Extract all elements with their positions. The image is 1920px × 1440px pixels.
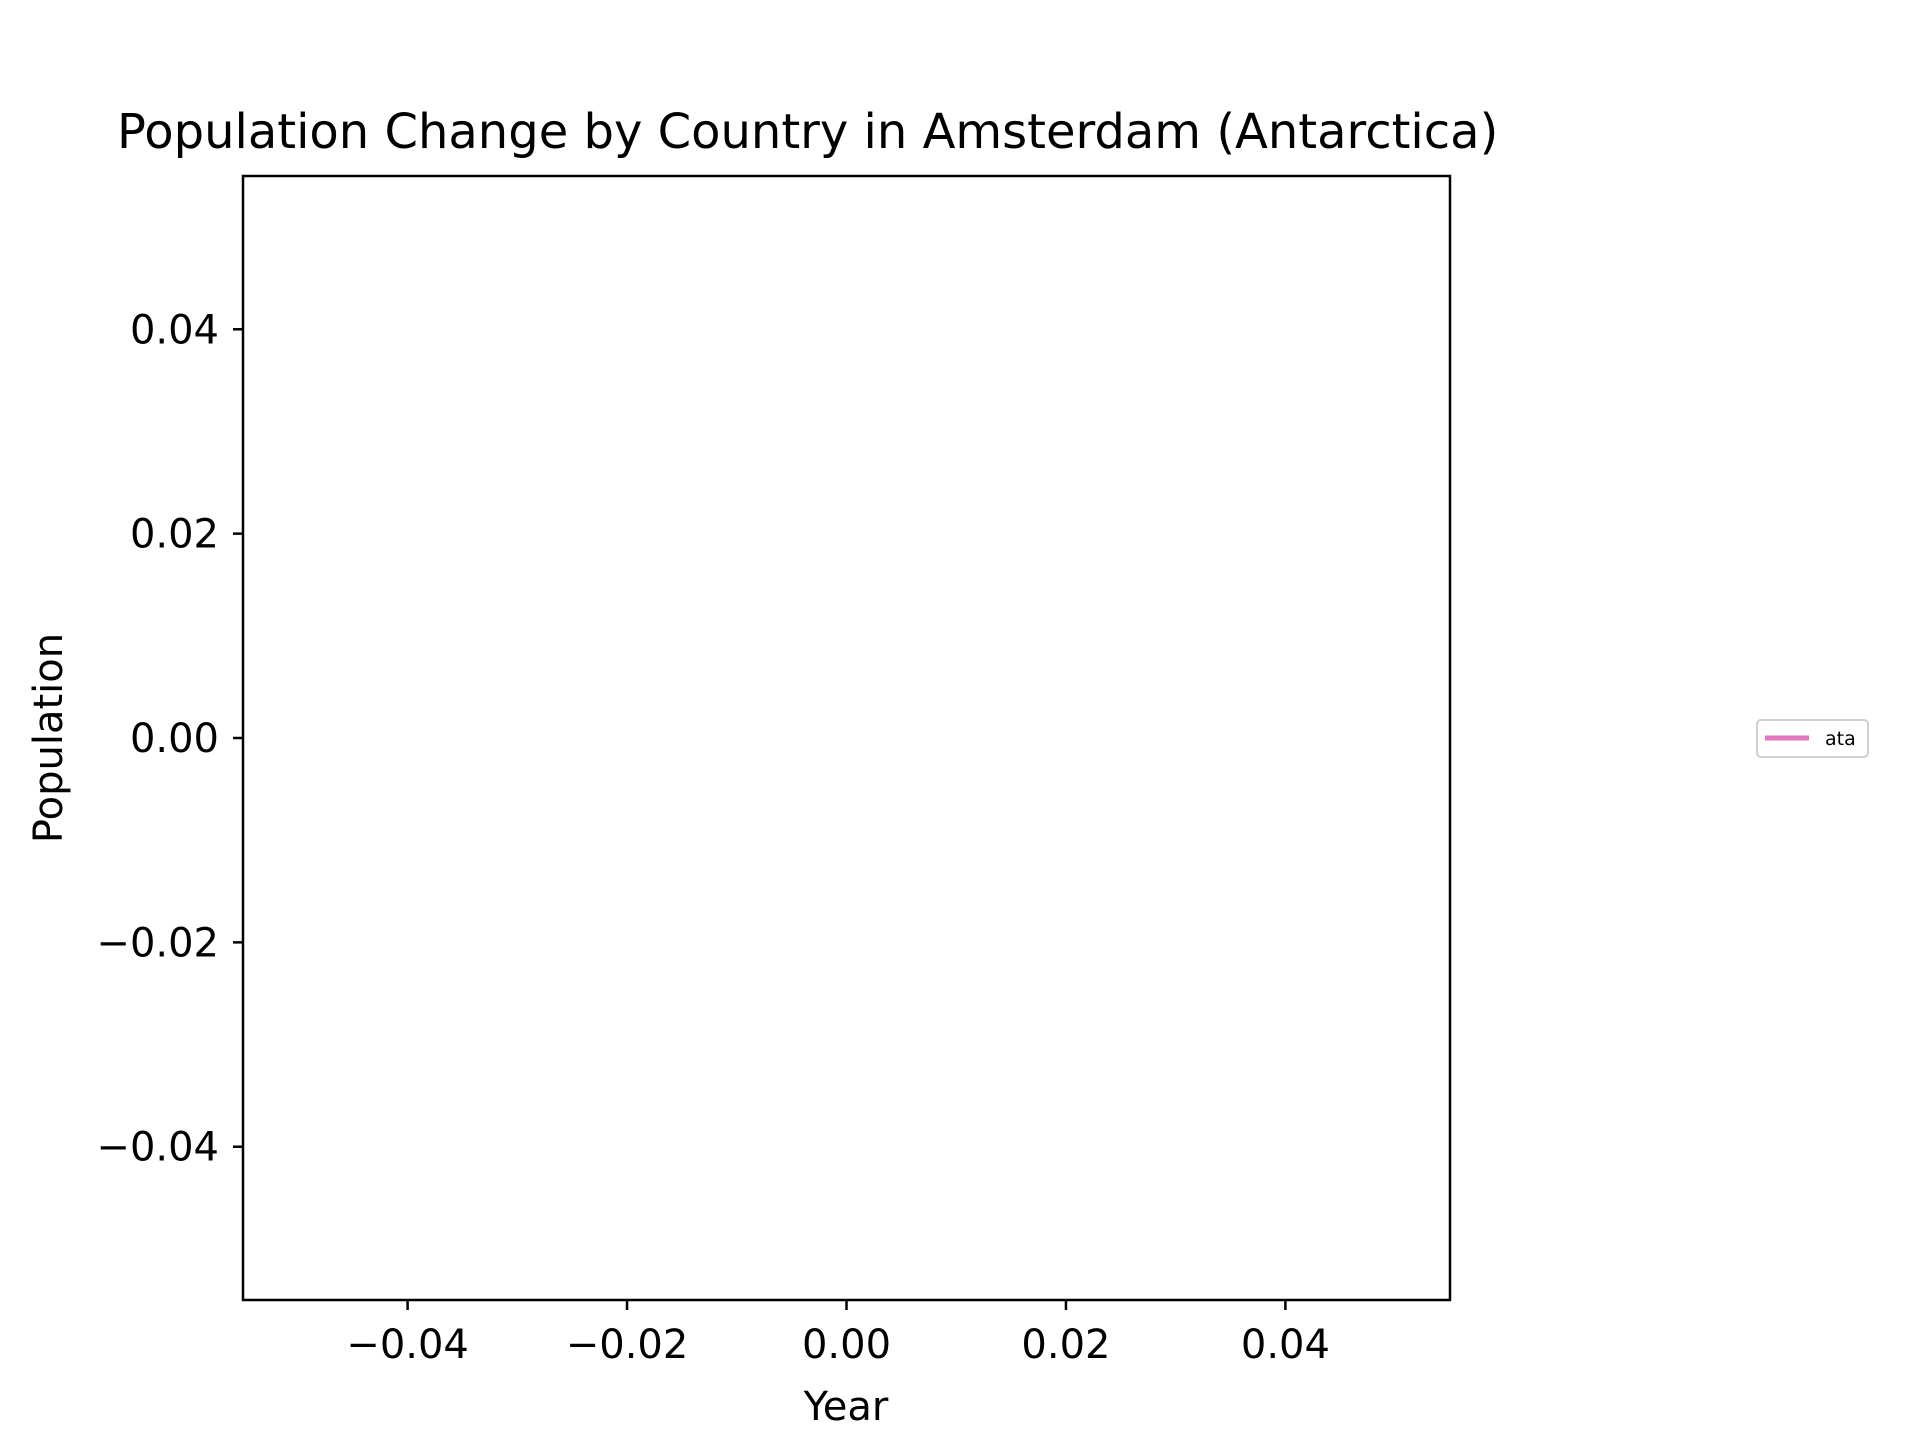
- x-tick-label: 0.02: [1021, 1322, 1110, 1368]
- y-tick-label: −0.04: [96, 1125, 219, 1171]
- legend-box: [1756, 719, 1869, 758]
- y-axis-ticks: −0.04 −0.02 0.00 0.02 0.04: [96, 307, 243, 1171]
- y-tick-label: 0.00: [130, 716, 219, 762]
- y-tick-label: −0.02: [96, 920, 219, 966]
- x-axis-ticks: −0.04 −0.02 0.00 0.02 0.04: [346, 1300, 1330, 1368]
- y-axis-label: Population: [26, 633, 72, 843]
- x-tick-label: 0.00: [802, 1322, 891, 1368]
- legend: ata: [1756, 719, 1869, 758]
- x-tick-label: −0.04: [346, 1322, 469, 1368]
- x-tick-label: −0.02: [566, 1322, 689, 1368]
- legend-label: ata: [1825, 728, 1856, 750]
- x-axis-label: Year: [803, 1384, 889, 1430]
- y-tick-label: 0.04: [130, 307, 219, 353]
- y-tick-label: 0.02: [130, 512, 219, 558]
- chart-title: Population Change by Country in Amsterda…: [117, 104, 1498, 160]
- x-tick-label: 0.04: [1241, 1322, 1330, 1368]
